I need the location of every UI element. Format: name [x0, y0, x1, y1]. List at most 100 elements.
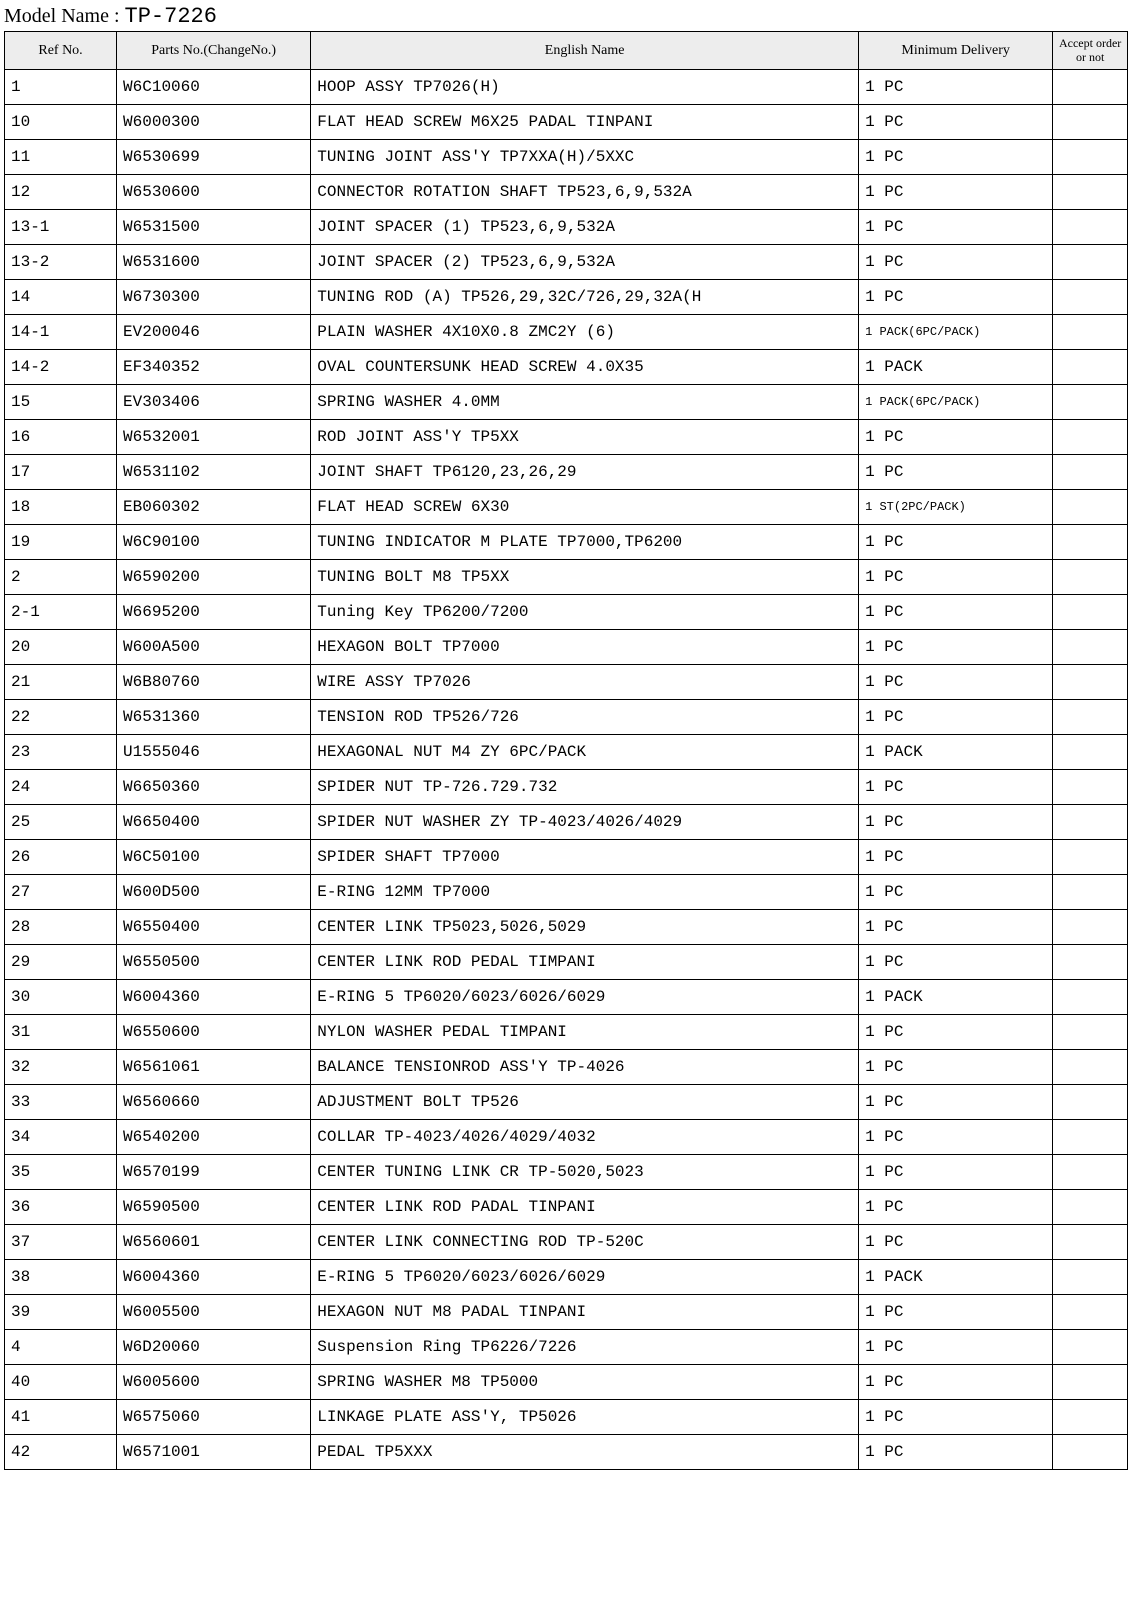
cell-parts: W6530600 [117, 175, 311, 210]
cell-delivery: 1 PC [859, 1295, 1053, 1330]
table-row: 23U1555046HEXAGONAL NUT M4 ZY 6PC/PACK1 … [5, 735, 1128, 770]
cell-ref: 15 [5, 385, 117, 420]
cell-name: JOINT SHAFT TP6120,23,26,29 [311, 455, 859, 490]
cell-delivery: 1 ST(2PC/PACK) [859, 490, 1053, 525]
cell-accept [1053, 805, 1128, 840]
cell-ref: 2-1 [5, 595, 117, 630]
cell-delivery: 1 PC [859, 770, 1053, 805]
cell-parts: W6560660 [117, 1085, 311, 1120]
table-row: 36W6590500CENTER LINK ROD PADAL TINPANI1… [5, 1190, 1128, 1225]
cell-parts: W6531360 [117, 700, 311, 735]
cell-ref: 14-1 [5, 315, 117, 350]
cell-ref: 30 [5, 980, 117, 1015]
table-row: 14-1EV200046PLAIN WASHER 4X10X0.8 ZMC2Y … [5, 315, 1128, 350]
cell-accept [1053, 420, 1128, 455]
col-header-name: English Name [311, 32, 859, 70]
table-body: 1W6C10060HOOP ASSY TP7026(H)1 PC10W60003… [5, 70, 1128, 1470]
cell-delivery: 1 PC [859, 1400, 1053, 1435]
cell-delivery: 1 PACK(6PC/PACK) [859, 315, 1053, 350]
table-row: 39W6005500HEXAGON NUT M8 PADAL TINPANI1 … [5, 1295, 1128, 1330]
cell-parts: W6531500 [117, 210, 311, 245]
cell-parts: W6590500 [117, 1190, 311, 1225]
cell-parts: W6532001 [117, 420, 311, 455]
cell-accept [1053, 560, 1128, 595]
cell-parts: U1555046 [117, 735, 311, 770]
cell-accept [1053, 350, 1128, 385]
cell-accept [1053, 1295, 1128, 1330]
cell-accept [1053, 70, 1128, 105]
cell-delivery: 1 PACK [859, 350, 1053, 385]
cell-accept [1053, 1365, 1128, 1400]
cell-delivery: 1 PC [859, 840, 1053, 875]
table-row: 14-2EF340352OVAL COUNTERSUNK HEAD SCREW … [5, 350, 1128, 385]
cell-accept [1053, 1225, 1128, 1260]
cell-delivery: 1 PC [859, 875, 1053, 910]
cell-parts: W600A500 [117, 630, 311, 665]
cell-delivery: 1 PC [859, 1330, 1053, 1365]
cell-delivery: 1 PC [859, 420, 1053, 455]
col-header-accept: Accept order or not [1053, 32, 1128, 70]
cell-parts: W6695200 [117, 595, 311, 630]
cell-accept [1053, 385, 1128, 420]
cell-name: SPIDER NUT WASHER ZY TP-4023/4026/4029 [311, 805, 859, 840]
table-row: 1W6C10060HOOP ASSY TP7026(H)1 PC [5, 70, 1128, 105]
cell-parts: W600D500 [117, 875, 311, 910]
cell-name: TUNING JOINT ASS'Y TP7XXA(H)/5XXC [311, 140, 859, 175]
table-row: 25W6650400SPIDER NUT WASHER ZY TP-4023/4… [5, 805, 1128, 840]
cell-ref: 11 [5, 140, 117, 175]
cell-ref: 32 [5, 1050, 117, 1085]
cell-delivery: 1 PC [859, 595, 1053, 630]
parts-table: Ref No. Parts No.(ChangeNo.) English Nam… [4, 31, 1128, 1470]
cell-parts: W6004360 [117, 1260, 311, 1295]
table-row: 17W6531102JOINT SHAFT TP6120,23,26,291 P… [5, 455, 1128, 490]
cell-ref: 1 [5, 70, 117, 105]
cell-accept [1053, 1260, 1128, 1295]
cell-accept [1053, 280, 1128, 315]
cell-parts: W6590200 [117, 560, 311, 595]
cell-delivery: 1 PC [859, 1085, 1053, 1120]
cell-delivery: 1 PACK [859, 1260, 1053, 1295]
cell-delivery: 1 PC [859, 945, 1053, 980]
table-row: 37W6560601CENTER LINK CONNECTING ROD TP-… [5, 1225, 1128, 1260]
col-header-delivery: Minimum Delivery [859, 32, 1053, 70]
table-row: 30W6004360E-RING 5 TP6020/6023/6026/6029… [5, 980, 1128, 1015]
cell-parts: W6005600 [117, 1365, 311, 1400]
cell-ref: 27 [5, 875, 117, 910]
cell-accept [1053, 1330, 1128, 1365]
cell-accept [1053, 980, 1128, 1015]
cell-accept [1053, 455, 1128, 490]
table-row: 26W6C50100SPIDER SHAFT TP70001 PC [5, 840, 1128, 875]
cell-ref: 25 [5, 805, 117, 840]
cell-delivery: 1 PACK [859, 735, 1053, 770]
table-row: 28W6550400CENTER LINK TP5023,5026,50291 … [5, 910, 1128, 945]
cell-delivery: 1 PC [859, 1155, 1053, 1190]
table-row: 41W6575060LINKAGE PLATE ASS'Y, TP50261 P… [5, 1400, 1128, 1435]
cell-ref: 28 [5, 910, 117, 945]
cell-name: TUNING INDICATOR M PLATE TP7000,TP6200 [311, 525, 859, 560]
cell-parts: W6000300 [117, 105, 311, 140]
cell-ref: 14-2 [5, 350, 117, 385]
cell-accept [1053, 1400, 1128, 1435]
cell-ref: 40 [5, 1365, 117, 1400]
cell-parts: W6560601 [117, 1225, 311, 1260]
cell-name: E-RING 12MM TP7000 [311, 875, 859, 910]
cell-delivery: 1 PC [859, 280, 1053, 315]
cell-ref: 16 [5, 420, 117, 455]
cell-name: PEDAL TP5XXX [311, 1435, 859, 1470]
table-row: 2W6590200TUNING BOLT M8 TP5XX1 PC [5, 560, 1128, 595]
cell-parts: W6561061 [117, 1050, 311, 1085]
cell-name: CENTER LINK CONNECTING ROD TP-520C [311, 1225, 859, 1260]
cell-accept [1053, 490, 1128, 525]
cell-parts: W6550400 [117, 910, 311, 945]
cell-accept [1053, 770, 1128, 805]
cell-accept [1053, 175, 1128, 210]
model-label: Model Name : [4, 5, 125, 27]
cell-ref: 34 [5, 1120, 117, 1155]
cell-accept [1053, 875, 1128, 910]
cell-name: Tuning Key TP6200/7200 [311, 595, 859, 630]
cell-parts: EV303406 [117, 385, 311, 420]
cell-ref: 31 [5, 1015, 117, 1050]
cell-name: CENTER LINK TP5023,5026,5029 [311, 910, 859, 945]
cell-parts: EF340352 [117, 350, 311, 385]
cell-parts: W6004360 [117, 980, 311, 1015]
